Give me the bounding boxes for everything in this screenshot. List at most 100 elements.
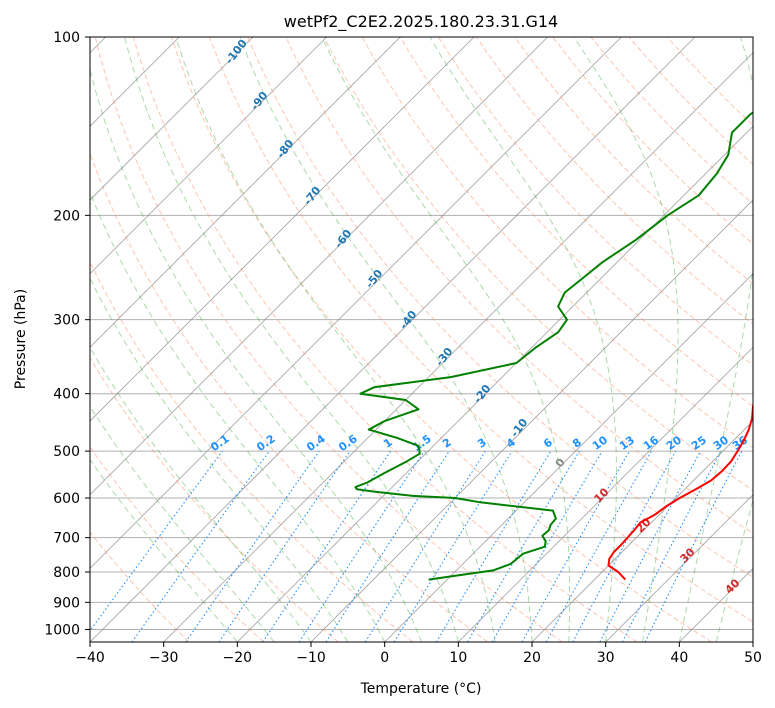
- y-tick-label: 1000: [44, 622, 80, 638]
- moist-adiabat-line: [90, 458, 238, 642]
- isotherm-line: [90, 37, 327, 275]
- dry-adiabat-label: -60: [332, 227, 355, 251]
- dry-adiabat-line: [285, 37, 753, 535]
- isotherm-line: [605, 494, 753, 642]
- dry-adiabat-line: [361, 37, 753, 449]
- y-tick-label: 900: [53, 595, 80, 611]
- moist-adiabat-label: 10: [592, 485, 612, 505]
- dry-adiabat-label: -70: [301, 184, 324, 208]
- mixing-ratio-label: 16: [641, 433, 661, 453]
- dry-adiabat-line: [399, 37, 753, 407]
- moist-adiabat-label: 40: [723, 576, 743, 596]
- isotherm-line: [531, 420, 753, 642]
- mixing-ratio-line: [621, 450, 722, 642]
- isotherm-line: [384, 273, 753, 642]
- mixing-ratio-line: [298, 450, 425, 642]
- dry-adiabat-label: -90: [248, 89, 271, 113]
- dry-adiabat-label: -20: [471, 382, 494, 406]
- dewpoint-profile-line: [354, 111, 753, 581]
- moist-adiabat-line: [429, 37, 617, 642]
- moist-adiabat-line: [678, 37, 753, 642]
- mixing-ratio-line: [572, 450, 677, 642]
- dry-adiabat-label: -30: [433, 345, 456, 369]
- mixing-ratio-line: [218, 450, 351, 642]
- mixing-ratio-line: [325, 450, 450, 642]
- dry-adiabat-line: [437, 37, 753, 366]
- moist-adiabat-label: 30: [678, 545, 698, 565]
- mixing-ratio-line: [545, 450, 653, 642]
- mixing-ratio-line: [435, 450, 552, 642]
- isotherm-line: [310, 199, 753, 642]
- dry-adiabat-label: -10: [508, 416, 531, 440]
- isotherm-line: [90, 37, 254, 201]
- y-tick-label: 400: [53, 387, 80, 403]
- x-tick-label: −40: [75, 650, 105, 666]
- dry-adiabat-line: [90, 152, 488, 642]
- dry-adiabat-line: [90, 356, 339, 642]
- isotherm-line: [90, 37, 548, 496]
- mixing-ratio-label: 36: [730, 433, 750, 453]
- mixing-ratio-label: 13: [617, 433, 637, 452]
- dry-adiabat-line: [552, 37, 753, 245]
- x-tick-label: −10: [296, 650, 326, 666]
- isotherm-line: [458, 346, 753, 642]
- dry-adiabat-label: -100: [223, 37, 250, 67]
- moist-adiabat-line: [90, 67, 422, 642]
- y-tick-label: 300: [53, 313, 80, 329]
- y-tick-label: 200: [53, 208, 80, 224]
- x-axis: −40 −30 −20 −10 0 10 20 30 40 50: [75, 642, 762, 666]
- mixing-ratio-line: [364, 450, 486, 642]
- x-tick-label: 30: [597, 650, 615, 666]
- dry-adiabat-line: [590, 37, 753, 205]
- moist-adiabat-line: [90, 405, 275, 642]
- mixing-ratio-label: 20: [664, 433, 684, 453]
- moist-adiabat-line: [124, 37, 459, 642]
- mixing-ratio-label: 30: [711, 433, 731, 453]
- moist-adiabat-label: 20: [634, 515, 654, 535]
- mixing-ratio-line: [467, 450, 580, 642]
- mixing-ratio-line: [599, 450, 701, 642]
- mixing-ratio-line: [491, 450, 603, 642]
- mixing-ratio-line: [521, 450, 630, 642]
- isotherm-line: [163, 52, 753, 642]
- x-axis-label: Temperature (°C): [360, 681, 482, 697]
- x-tick-label: 50: [744, 650, 762, 666]
- dry-adiabat-line: [94, 37, 563, 642]
- y-axis-label: Pressure (hPa): [13, 289, 29, 389]
- isotherm-line: [90, 37, 475, 422]
- mixing-ratio-line: [131, 450, 270, 642]
- x-tick-label: 0: [380, 650, 389, 666]
- y-tick-label: 100: [53, 30, 80, 46]
- x-tick-label: −30: [149, 650, 179, 666]
- moist-adiabat-line: [90, 277, 349, 642]
- isotherm-line: [752, 641, 753, 642]
- moist-adiabat-line: [175, 37, 496, 642]
- dry-adiabat-line: [90, 531, 190, 642]
- x-tick-label: 10: [449, 650, 467, 666]
- moist-adiabat-line: [90, 190, 386, 642]
- x-tick-label: −20: [223, 650, 253, 666]
- isotherm-line: [90, 37, 696, 642]
- mixing-ratio-label: 25: [689, 433, 709, 452]
- moist-adiabat-line: [90, 346, 312, 642]
- mixing-ratio-line: [90, 450, 223, 632]
- dry-adiabat-line: [90, 260, 414, 642]
- chart-title: wetPf2_C2E2.2025.180.23.31.G14: [284, 12, 558, 32]
- moist-adiabat-line: [321, 37, 571, 642]
- moist-adiabat-line: [573, 37, 679, 642]
- y-tick-label: 700: [53, 531, 80, 547]
- dry-adiabat-label: 0: [553, 456, 568, 470]
- dry-adiabat-line: [132, 37, 638, 642]
- y-tick-label: 800: [53, 565, 80, 581]
- dry-adiabat-label: -80: [274, 137, 297, 161]
- plot-background: 0.1 0.2 0.4 0.6 1 1.5 2 3 4 6 8 10 13 16 20 25 30 36-100-…: [90, 37, 753, 642]
- y-axis: 100 200 300 400 500 600 700 800 900 1000: [44, 30, 90, 638]
- moist-adiabat-line: [239, 37, 533, 642]
- isotherm-line: [90, 37, 401, 348]
- plot-frame: [89, 36, 754, 643]
- mixing-ratio-line: [393, 450, 513, 642]
- isotherm-line: [90, 37, 622, 569]
- dry-adiabat-line: [90, 446, 264, 642]
- mixing-ratio-label: 10: [590, 433, 610, 453]
